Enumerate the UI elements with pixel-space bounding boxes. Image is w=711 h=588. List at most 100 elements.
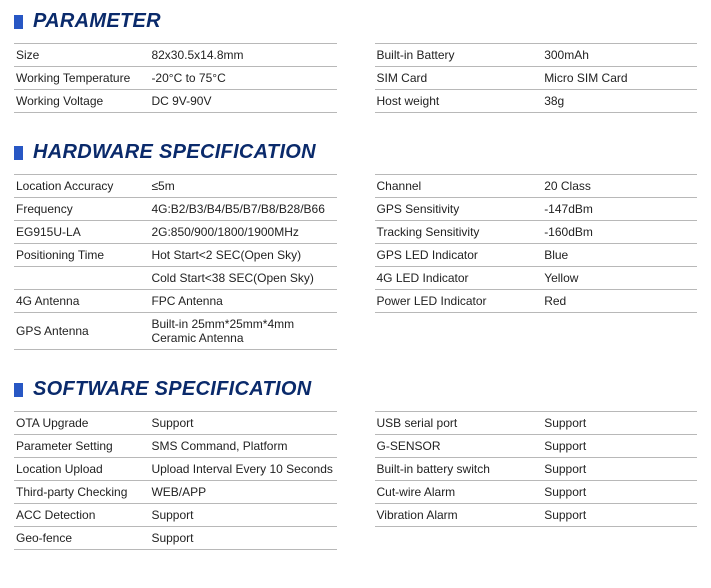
row-value: 38g (542, 90, 697, 113)
table-row: SIM CardMicro SIM Card (375, 67, 698, 90)
row-value: Red (542, 290, 697, 313)
row-label: USB serial port (375, 412, 543, 435)
column-left: Location Accuracy≤5mFrequency4G:B2/B3/B4… (14, 174, 337, 350)
table-row: Frequency4G:B2/B3/B4/B5/B7/B8/B28/B66 (14, 198, 337, 221)
table-row: Cut-wire AlarmSupport (375, 481, 698, 504)
row-label: ACC Detection (14, 504, 149, 527)
table-row: Positioning TimeHot Start<2 SEC(Open Sky… (14, 244, 337, 267)
row-value: SMS Command, Platform (149, 435, 336, 458)
spec-section: SOFTWARE SPECIFICATION OTA UpgradeSupport… (14, 378, 697, 550)
row-label: GPS Sensitivity (375, 198, 543, 221)
row-label: GPS LED Indicator (375, 244, 543, 267)
row-label: Power LED Indicator (375, 290, 543, 313)
spec-table: Channel20 ClassGPS Sensitivity-147dBmTra… (375, 174, 698, 313)
column-right: USB serial portSupportG-SENSORSupportBui… (375, 411, 698, 550)
row-value: 82x30.5x14.8mm (149, 44, 336, 67)
row-value: Support (542, 481, 697, 504)
table-row: Parameter SettingSMS Command, Platform (14, 435, 337, 458)
table-row: 4G AntennaFPC Antenna (14, 290, 337, 313)
row-label: Channel (375, 175, 543, 198)
row-value: Blue (542, 244, 697, 267)
row-value: ≤5m (149, 175, 336, 198)
row-label: Tracking Sensitivity (375, 221, 543, 244)
row-label: 4G Antenna (14, 290, 149, 313)
table-row: EG915U-LA2G:850/900/1800/1900MHz (14, 221, 337, 244)
row-value: Support (149, 412, 336, 435)
row-value: WEB/APP (149, 481, 336, 504)
section-header: HARDWARE SPECIFICATION (14, 141, 697, 164)
table-row: Vibration AlarmSupport (375, 504, 698, 527)
spec-table: Built-in Battery300mAhSIM CardMicro SIM … (375, 43, 698, 113)
row-label: Geo-fence (14, 527, 149, 550)
row-label: Positioning Time (14, 244, 149, 267)
table-row: Working Temperature-20°C to 75°C (14, 67, 337, 90)
row-label: Built-in Battery (375, 44, 543, 67)
table-row: Size82x30.5x14.8mm (14, 44, 337, 67)
table-row: Tracking Sensitivity-160dBm (375, 221, 698, 244)
column-right: Channel20 ClassGPS Sensitivity-147dBmTra… (375, 174, 698, 350)
table-row: Built-in Battery300mAh (375, 44, 698, 67)
column-right: Built-in Battery300mAhSIM CardMicro SIM … (375, 43, 698, 113)
table-row: GPS LED IndicatorBlue (375, 244, 698, 267)
row-label: Frequency (14, 198, 149, 221)
table-row: OTA UpgradeSupport (14, 412, 337, 435)
columns: Size82x30.5x14.8mmWorking Temperature-20… (14, 43, 697, 113)
columns: OTA UpgradeSupportParameter SettingSMS C… (14, 411, 697, 550)
row-label: Working Temperature (14, 67, 149, 90)
row-label: Location Accuracy (14, 175, 149, 198)
row-label (14, 267, 149, 290)
row-value: Support (542, 412, 697, 435)
row-value: Hot Start<2 SEC(Open Sky) (149, 244, 336, 267)
section-header: SOFTWARE SPECIFICATION (14, 378, 697, 401)
row-value: Support (542, 458, 697, 481)
row-label: Built-in battery switch (375, 458, 543, 481)
row-label: GPS Antenna (14, 313, 149, 350)
row-value: Support (542, 435, 697, 458)
section-title: SOFTWARE SPECIFICATION (33, 378, 311, 401)
row-label: Parameter Setting (14, 435, 149, 458)
table-row: Location Accuracy≤5m (14, 175, 337, 198)
row-label: Host weight (375, 90, 543, 113)
section-header: PARAMETER (14, 10, 697, 33)
table-row: Geo-fenceSupport (14, 527, 337, 550)
row-value: -160dBm (542, 221, 697, 244)
row-value: Yellow (542, 267, 697, 290)
table-row: USB serial portSupport (375, 412, 698, 435)
row-label: Size (14, 44, 149, 67)
row-value: 2G:850/900/1800/1900MHz (149, 221, 336, 244)
table-row: GPS Sensitivity-147dBm (375, 198, 698, 221)
table-row: Third-party CheckingWEB/APP (14, 481, 337, 504)
table-row: Power LED IndicatorRed (375, 290, 698, 313)
row-value: Micro SIM Card (542, 67, 697, 90)
table-row: Channel20 Class (375, 175, 698, 198)
row-label: G-SENSOR (375, 435, 543, 458)
bullet-icon (14, 15, 23, 29)
table-row: GPS AntennaBuilt-in 25mm*25mm*4mm Cerami… (14, 313, 337, 350)
section-title: PARAMETER (33, 10, 161, 33)
spec-section: HARDWARE SPECIFICATION Location Accuracy≤… (14, 141, 697, 350)
table-row: G-SENSORSupport (375, 435, 698, 458)
row-value: DC 9V-90V (149, 90, 336, 113)
row-value: -20°C to 75°C (149, 67, 336, 90)
table-row: Built-in battery switchSupport (375, 458, 698, 481)
row-value: 300mAh (542, 44, 697, 67)
row-value: Support (149, 504, 336, 527)
column-left: OTA UpgradeSupportParameter SettingSMS C… (14, 411, 337, 550)
row-value: 20 Class (542, 175, 697, 198)
section-title: HARDWARE SPECIFICATION (33, 141, 316, 164)
row-value: Built-in 25mm*25mm*4mm Ceramic Antenna (149, 313, 336, 350)
spec-table: USB serial portSupportG-SENSORSupportBui… (375, 411, 698, 527)
row-label: EG915U-LA (14, 221, 149, 244)
row-value: Support (149, 527, 336, 550)
table-row: 4G LED IndicatorYellow (375, 267, 698, 290)
row-label: Location Upload (14, 458, 149, 481)
bullet-icon (14, 146, 23, 160)
row-value: FPC Antenna (149, 290, 336, 313)
table-row: Location UploadUpload Interval Every 10 … (14, 458, 337, 481)
columns: Location Accuracy≤5mFrequency4G:B2/B3/B4… (14, 174, 697, 350)
table-row: Cold Start<38 SEC(Open Sky) (14, 267, 337, 290)
row-label: 4G LED Indicator (375, 267, 543, 290)
row-label: Cut-wire Alarm (375, 481, 543, 504)
spec-section: PARAMETER Size82x30.5x14.8mmWorking Tempe… (14, 10, 697, 113)
column-left: Size82x30.5x14.8mmWorking Temperature-20… (14, 43, 337, 113)
